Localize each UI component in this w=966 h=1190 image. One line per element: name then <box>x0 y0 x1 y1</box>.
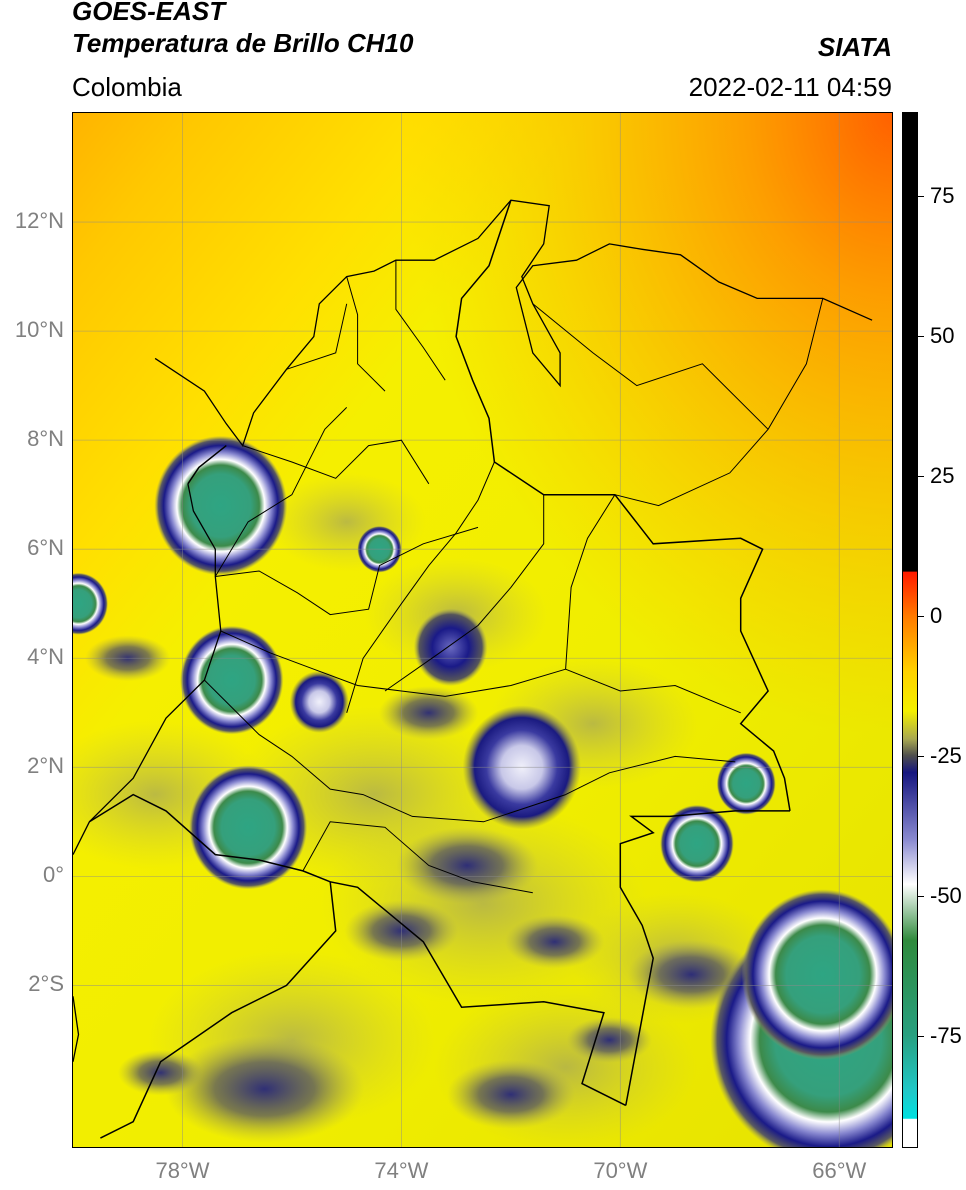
colorbar-tick <box>918 476 924 477</box>
agency-label: SIATA <box>817 32 892 62</box>
longitude-label: 74°W <box>374 1158 429 1183</box>
colorbar <box>902 112 918 1148</box>
latitude-label: 12°N <box>14 208 64 234</box>
colorbar-tick-label: -50 <box>930 883 962 908</box>
latitude-label: 4°N <box>27 644 64 670</box>
country-border <box>455 199 791 812</box>
department-boundary <box>346 461 495 713</box>
department-boundary <box>286 303 348 370</box>
latitude-label: 2°S <box>28 971 64 997</box>
cloud-band <box>117 1049 204 1096</box>
colorbar-tick-label: -75 <box>930 1023 962 1048</box>
department-boundary <box>220 630 566 697</box>
colorbar-tick <box>918 616 924 617</box>
colorbar-tick <box>918 756 924 757</box>
department-boundary <box>565 755 736 796</box>
convective-cloud-cell <box>154 435 288 576</box>
latitude-label: 0° <box>42 862 64 888</box>
country-border <box>100 881 337 1139</box>
department-boundary <box>532 303 769 430</box>
department-boundary <box>346 276 386 392</box>
longitude-label: 70°W <box>593 1158 648 1183</box>
latitude-label: 2°N <box>27 753 64 779</box>
convective-cloud-cell <box>741 889 892 1060</box>
convective-cloud-cell <box>660 804 734 883</box>
department-boundary <box>302 821 533 894</box>
colorbar-tick-label: -25 <box>930 743 962 768</box>
cloud-band <box>566 1016 653 1063</box>
cloud-haze <box>267 472 426 572</box>
satellite-title: GOES-EAST <box>72 0 226 26</box>
datetime-label: 2022-02-11 04:59 <box>688 72 892 102</box>
longitude-label: 66°W <box>812 1158 867 1183</box>
cloud-band <box>504 914 605 969</box>
colorbar-tick-label: 0 <box>930 603 943 628</box>
coastline <box>73 483 222 855</box>
product-title: Temperatura de Brillo CH10 <box>72 28 414 58</box>
colorbar-tick-label: 25 <box>930 463 955 488</box>
colorbar-tick <box>918 196 924 197</box>
country-border <box>619 810 790 1106</box>
latitude-label: 8°N <box>27 426 64 452</box>
convective-cloud-cell <box>716 752 776 815</box>
colorbar-tick <box>918 896 924 897</box>
cloud-band <box>395 827 539 904</box>
colorbar-tick-label: 75 <box>930 183 955 208</box>
department-boundary <box>395 260 446 381</box>
cloud-band <box>378 685 479 740</box>
department-boundary <box>204 679 566 823</box>
convective-cloud-cell <box>289 670 349 733</box>
latitude-label: 10°N <box>14 317 64 343</box>
cloud-band <box>446 1059 575 1129</box>
department-boundary <box>214 407 348 577</box>
coastline <box>154 199 873 447</box>
country-border <box>187 445 227 485</box>
department-boundary <box>242 439 430 485</box>
convective-cloud-cell <box>189 765 308 890</box>
colorbar-tick <box>918 1036 924 1037</box>
convective-cloud-cell <box>413 608 488 687</box>
cloud-band <box>164 1035 365 1143</box>
department-boundary <box>215 526 479 616</box>
department-boundary <box>614 298 824 507</box>
longitude-label: 78°W <box>155 1158 210 1183</box>
convective-cloud-cell <box>180 625 284 735</box>
country-border <box>89 793 627 1107</box>
colorbar-tick <box>918 336 924 337</box>
region-label: Colombia <box>72 72 182 102</box>
department-boundary <box>384 494 545 692</box>
coastline <box>73 996 80 1062</box>
convective-cloud-cell <box>73 572 109 635</box>
brightness-temperature-map[interactable] <box>72 112 893 1148</box>
colorbar-tick-label: 50 <box>930 323 955 348</box>
latitude-label: 6°N <box>27 535 64 561</box>
department-boundary <box>565 494 741 714</box>
